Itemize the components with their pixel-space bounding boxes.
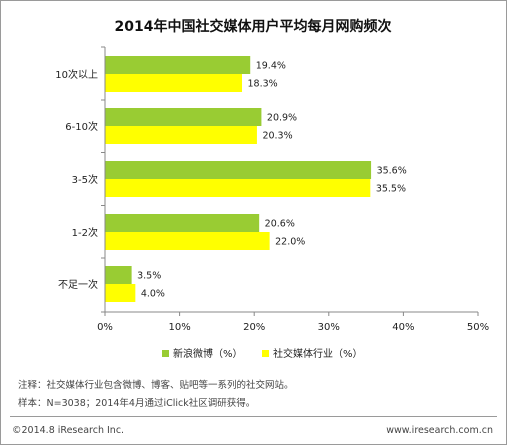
data-label: 20.9%: [267, 113, 297, 124]
data-label: 20.3%: [262, 131, 292, 142]
bar: [105, 126, 257, 144]
data-label: 4.0%: [141, 289, 165, 300]
x-tick-label: 50%: [467, 322, 489, 333]
data-label: 19.4%: [256, 61, 286, 72]
website-text: www.iresearch.com.cn: [386, 425, 493, 436]
legend-swatch: [262, 350, 269, 357]
category-label: 不足一次: [58, 278, 98, 291]
bar: [105, 214, 260, 232]
chart-title: 2014年中国社交媒体用户平均每月网购频次: [115, 18, 392, 35]
category-label: 10次以上: [55, 68, 98, 81]
bar: [105, 179, 371, 197]
legend-label: 社交媒体行业（%）: [273, 347, 363, 360]
category-label: 3-5次: [72, 173, 98, 186]
note-text: 注释：社交媒体行业包含微博、博客、贴吧等一系列的社交网站。: [18, 380, 294, 391]
bar: [105, 232, 270, 250]
bar: [105, 266, 132, 284]
x-tick-label: 40%: [392, 322, 414, 333]
data-label: 18.3%: [248, 79, 278, 90]
x-tick-label: 0%: [97, 322, 113, 333]
x-tick-label: 20%: [243, 322, 265, 333]
x-tick-label: 30%: [318, 322, 340, 333]
legend-label: 新浪微博（%）: [173, 347, 243, 360]
data-label: 3.5%: [137, 271, 161, 282]
data-label: 20.6%: [265, 219, 295, 230]
footer-divider: [10, 416, 497, 417]
x-tick-label: 10%: [168, 322, 190, 333]
category-label: 1-2次: [72, 226, 98, 239]
bar: [105, 74, 243, 92]
bar: [105, 284, 136, 302]
bar: [105, 161, 372, 179]
chart-legend: 新浪微博（%） 社交媒体行业（%）: [162, 347, 363, 360]
data-label: 22.0%: [275, 237, 305, 248]
legend-swatch: [162, 350, 169, 357]
data-label: 35.5%: [376, 184, 406, 195]
bar: [105, 108, 262, 126]
category-label: 6-10次: [65, 120, 98, 133]
data-label: 35.6%: [377, 166, 407, 177]
copyright-text: ©2014.8 iResearch Inc.: [12, 425, 125, 436]
bar: [105, 56, 251, 74]
plot-area: 0% 10% 20% 30% 40% 50% 10次以上 19.4% 18.3% 6-10次 20.…: [55, 46, 489, 333]
sample-text: 样本：N=3038；2014年4月通过iClick社区调研获得。: [18, 398, 256, 409]
